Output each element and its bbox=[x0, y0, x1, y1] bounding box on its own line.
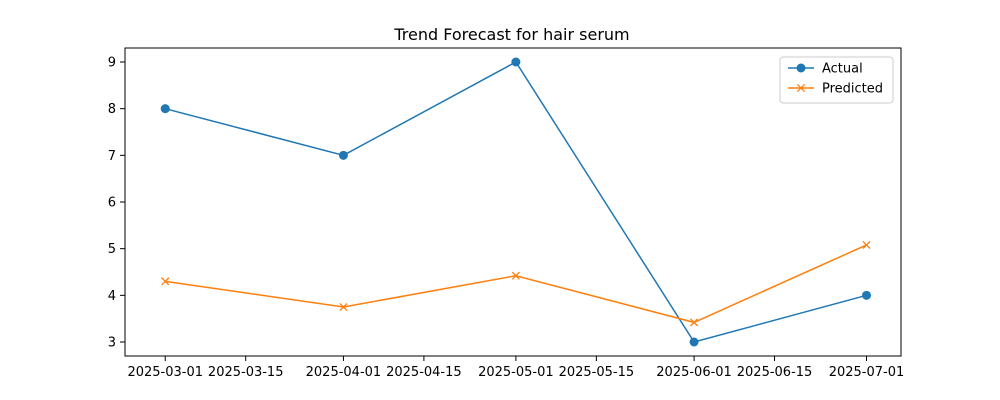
data-point-predicted bbox=[339, 302, 348, 312]
data-point-predicted bbox=[511, 271, 520, 280]
series-layer bbox=[160, 57, 872, 347]
legend-item-actual: Actual bbox=[788, 62, 863, 77]
data-point-actual bbox=[338, 150, 348, 160]
x-tick-label: 2025-04-15 bbox=[386, 365, 462, 380]
data-point-predicted bbox=[690, 318, 699, 327]
x-tick-label: 2025-07-01 bbox=[829, 365, 905, 380]
y-tick-label: 4 bbox=[108, 289, 116, 304]
x-tick-label: 2025-04-01 bbox=[306, 365, 382, 380]
x-marker-stroke bbox=[339, 302, 348, 312]
x-tick-label: 2025-06-15 bbox=[737, 365, 813, 380]
data-point-actual bbox=[862, 290, 872, 300]
data-point-predicted bbox=[161, 277, 170, 286]
y-tick-label: 7 bbox=[108, 149, 116, 164]
x-tick-label: 2025-05-01 bbox=[478, 365, 554, 380]
x-axis: 2025-03-01 2025-03-15 2025-04-01 2025-04-15… bbox=[127, 356, 904, 380]
legend-label: Predicted bbox=[822, 82, 883, 97]
chart-title: Trend Forecast for hair serum bbox=[393, 25, 629, 44]
series-actual bbox=[160, 57, 872, 347]
x-marker-stroke bbox=[161, 277, 170, 286]
data-point-actual bbox=[511, 57, 521, 67]
x-tick-label: 2025-03-01 bbox=[127, 365, 203, 380]
data-point-actual bbox=[160, 104, 170, 114]
y-tick-label: 6 bbox=[108, 196, 116, 211]
series-line-actual bbox=[165, 61, 867, 343]
y-tick-label: 9 bbox=[108, 56, 116, 71]
legend-marker bbox=[796, 83, 806, 93]
legend-label: Actual bbox=[822, 62, 863, 77]
x-tick-label: 2025-05-15 bbox=[559, 365, 635, 380]
legend-marker bbox=[796, 63, 806, 73]
y-tick-label: 5 bbox=[108, 242, 116, 257]
series-line-predicted bbox=[165, 244, 867, 324]
legend-item-predicted: Predicted bbox=[788, 82, 883, 97]
y-tick-label: 8 bbox=[108, 102, 116, 117]
data-point-actual bbox=[689, 337, 699, 347]
legend: Actual Predicted bbox=[779, 56, 894, 104]
x-tick-label: 2025-06-01 bbox=[656, 365, 732, 380]
y-tick-label: 3 bbox=[108, 336, 116, 351]
x-marker-stroke bbox=[690, 318, 699, 327]
y-axis: 3 4 5 6 7 8 9 bbox=[108, 56, 125, 351]
x-marker-stroke bbox=[511, 271, 520, 280]
x-marker-stroke bbox=[862, 240, 871, 249]
series-predicted bbox=[161, 240, 871, 327]
data-point-predicted bbox=[862, 240, 871, 249]
x-tick-label: 2025-03-15 bbox=[208, 365, 284, 380]
